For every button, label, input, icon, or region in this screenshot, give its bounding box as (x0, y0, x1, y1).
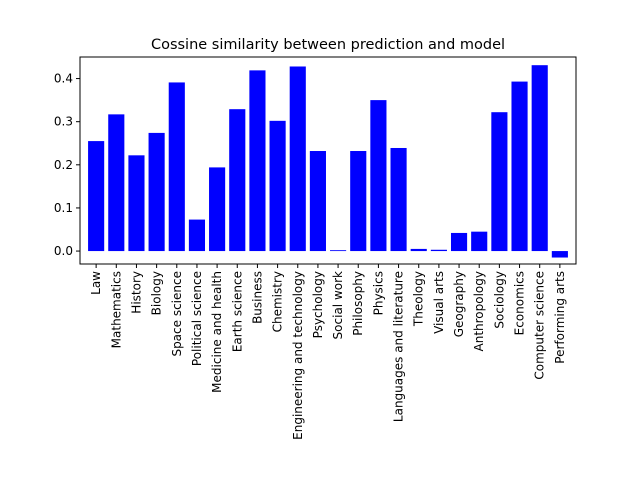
x-tick-label: Computer science (533, 271, 547, 380)
x-tick-label: Medicine and health (210, 271, 224, 393)
bar-2 (128, 155, 145, 252)
plot-frame (79, 56, 577, 265)
x-tick-label: Geography (452, 271, 466, 337)
y-tick-label: 0.2 (54, 158, 73, 172)
bars-group (88, 65, 568, 258)
bar-15 (390, 147, 407, 252)
x-tick-label: Biology (150, 271, 164, 315)
bar-10 (289, 66, 306, 252)
x-tick-label: Performing arts (553, 271, 567, 364)
x-tick-label: History (129, 271, 143, 314)
bar-11 (309, 151, 326, 252)
x-tick-label: Physics (371, 271, 385, 315)
x-tick-label: Economics (513, 271, 527, 335)
y-tick-label: 0.1 (54, 201, 73, 215)
x-tick-label: Chemistry (271, 271, 285, 332)
x-tick-label: Philosophy (351, 271, 365, 336)
chart-title: Cossine similarity between prediction an… (151, 37, 505, 53)
x-tick-label: Mathematics (109, 271, 123, 348)
x-tick-label: Visual arts (432, 271, 446, 334)
bar-0 (88, 141, 105, 252)
x-tick-label: Psychology (311, 271, 325, 338)
bar-3 (148, 132, 165, 252)
bar-12 (330, 250, 347, 252)
bar-18 (450, 232, 468, 252)
bar-19 (471, 231, 488, 252)
bar-6 (209, 167, 226, 252)
x-axis: Law Mathematics History Biology Space scienc… (89, 264, 567, 440)
x-tick-label: Languages and literature (392, 271, 406, 422)
bar-1 (108, 114, 125, 252)
x-tick-label: Earth science (230, 271, 244, 352)
bar-4 (168, 82, 185, 252)
y-tick-label: 0.4 (54, 72, 73, 86)
bar-13 (350, 151, 367, 252)
y-axis: 0.0 0.1 0.2 0.3 0.4 (54, 72, 80, 258)
bar-22 (531, 65, 548, 252)
bar-17 (430, 249, 447, 252)
bar-16 (410, 248, 427, 252)
x-tick-label: Social work (331, 271, 345, 339)
bar-20 (491, 112, 508, 252)
x-tick-label: Business (250, 271, 264, 324)
bar-23 (551, 251, 568, 258)
bar-7 (229, 109, 246, 252)
x-tick-label: Anthropology (472, 271, 486, 352)
x-tick-label: Sociology (492, 271, 506, 329)
bar-14 (370, 100, 387, 252)
x-tick-label: Engineering and technology (291, 271, 305, 440)
x-tick-label: Law (89, 271, 103, 295)
bar-21 (511, 81, 528, 252)
y-tick-label: 0.0 (54, 244, 73, 258)
bar-9 (269, 120, 286, 252)
bar-5 (188, 219, 206, 252)
y-tick-label: 0.3 (54, 115, 73, 129)
x-tick-label: Theology (412, 271, 426, 327)
bar-8 (249, 70, 266, 252)
x-tick-label: Political science (190, 271, 204, 366)
x-tick-label: Space science (170, 271, 184, 357)
